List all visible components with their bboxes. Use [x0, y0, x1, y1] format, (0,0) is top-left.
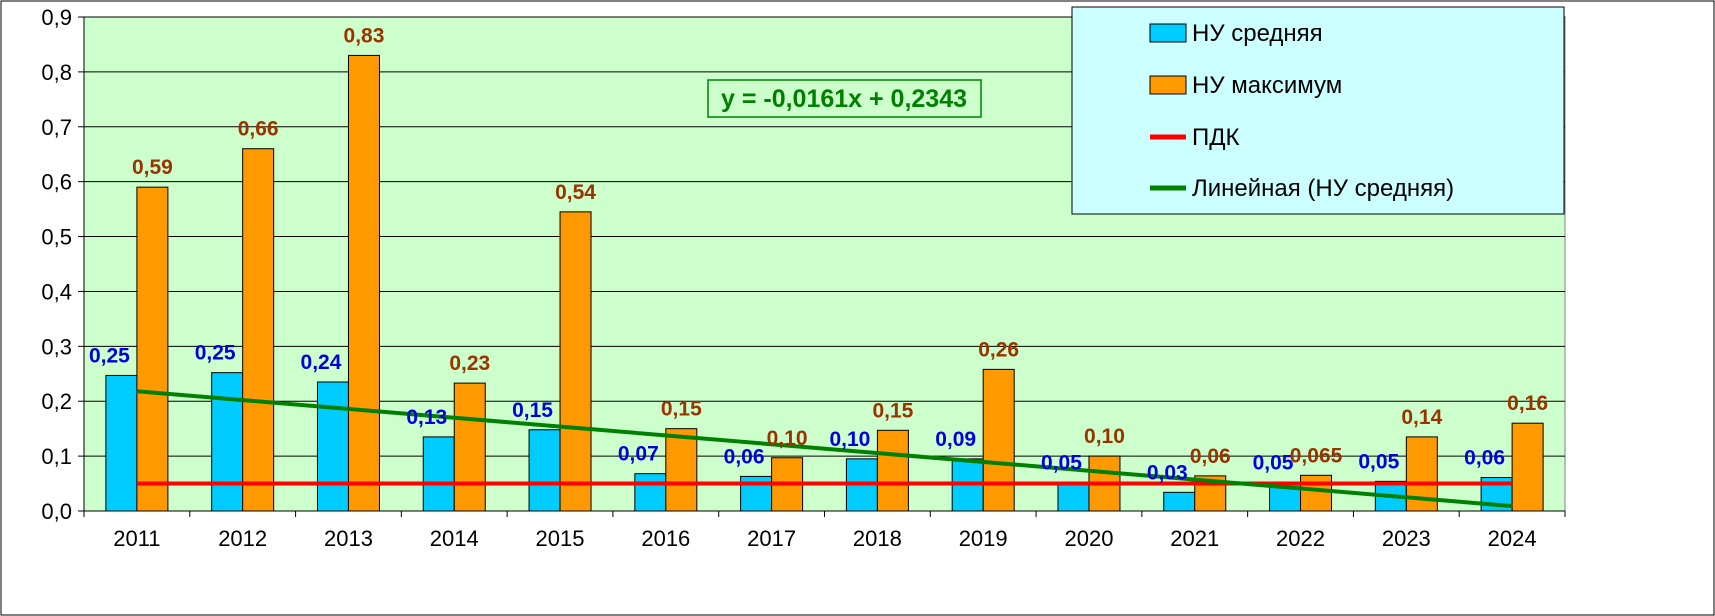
bar-avg: [105, 374, 138, 512]
bar-avg: [316, 381, 349, 512]
data-label-avg: 0,25: [195, 342, 236, 365]
data-label-avg: 0,25: [89, 344, 130, 367]
data-label-max: 0,54: [555, 181, 596, 204]
bar-avg: [1163, 491, 1196, 512]
trendline-equation-box: y = -0,0161x + 0,2343: [707, 79, 982, 118]
data-label-max: 0,66: [238, 118, 279, 141]
data-label-avg: 0,05: [1358, 450, 1399, 473]
lines: [136, 389, 1513, 509]
data-label-avg: 0,13: [406, 406, 447, 429]
legend-swatch: [1149, 75, 1187, 95]
bar-max: [1300, 474, 1333, 512]
data-label-max: 0,23: [449, 352, 490, 375]
data-label-avg: 0,05: [1041, 451, 1082, 474]
trendline-equation: y = -0,0161x + 0,2343: [721, 85, 967, 113]
data-label-max: 0,14: [1401, 406, 1442, 429]
y-axis-tick-labels: 0,0 0,1 0,2 0,3 0,4 0,5 0,6 0,7 0,8 0,9: [41, 5, 72, 524]
bar-max: [347, 54, 380, 512]
bar-avg: [528, 429, 561, 512]
data-label-avg: 0,24: [301, 351, 342, 374]
data-label-avg: 0,03: [1147, 461, 1188, 484]
x-tick-label: 2022: [1276, 526, 1325, 551]
x-tick-label: 2012: [218, 526, 267, 551]
data-label-max: 0,065: [1290, 444, 1343, 467]
legend-label: НУ максимум: [1192, 72, 1342, 99]
data-label-max: 0,16: [1507, 392, 1548, 415]
data-label-avg: 0,09: [935, 428, 976, 451]
x-tick-label: 2024: [1488, 526, 1537, 551]
legend-label: ПДК: [1192, 124, 1240, 151]
legend-label: НУ средняя: [1192, 20, 1323, 47]
bar-max: [242, 148, 275, 512]
bar-max: [136, 186, 169, 512]
data-label-max: 0,59: [132, 156, 173, 179]
legend-label: Линейная (НУ средняя): [1192, 175, 1454, 202]
y-tick-label: 0,4: [41, 279, 72, 304]
x-tick-label: 2017: [747, 526, 796, 551]
y-tick-label: 0,2: [41, 389, 72, 414]
y-tick-label: 0,0: [41, 499, 72, 524]
x-axis-tick-labels: 2011 2012 2013 2014 2015 2016 2017 2018 2019 2020…: [113, 526, 1536, 551]
y-tick-label: 0,3: [41, 334, 72, 359]
y-tick-label: 0,6: [41, 170, 72, 195]
data-label-max: 0,83: [344, 24, 385, 47]
x-tick-label: 2019: [959, 526, 1008, 551]
legend: НУ средняя НУ максимум ПДК Линейная (НУ сре…: [1071, 6, 1565, 215]
data-label-max: 0,10: [767, 427, 808, 450]
bar-max: [982, 368, 1015, 512]
x-tick-label: 2016: [641, 526, 690, 551]
data-label-max: 0,15: [872, 399, 913, 422]
y-tick-label: 0,9: [41, 5, 72, 30]
bar-max: [453, 382, 486, 512]
bar-avg: [634, 473, 667, 512]
data-labels: 0,25 0,59 0,25 0,66 0,24 0,83 0,13 0,23 0,15 0,54…: [89, 24, 1548, 484]
x-tick-label: 2020: [1064, 526, 1113, 551]
equation-frame: [707, 79, 982, 118]
y-tick-label: 0,8: [41, 60, 72, 85]
bar-max: [876, 429, 909, 512]
data-label-avg: 0,06: [724, 445, 765, 468]
data-label-avg: 0,05: [1253, 451, 1294, 474]
x-tick-label: 2018: [853, 526, 902, 551]
x-tick-label: 2023: [1382, 526, 1431, 551]
bar-max: [1511, 422, 1544, 512]
y-tick-label: 0,1: [41, 444, 72, 469]
x-tick-label: 2021: [1170, 526, 1219, 551]
bar-avg: [211, 372, 244, 512]
legend-swatch: [1149, 23, 1187, 43]
trendline: [136, 389, 1513, 509]
bar-avg: [1057, 481, 1090, 512]
bar-avg: [422, 436, 455, 512]
data-label-max: 0,15: [661, 398, 702, 421]
data-label-max: 0,06: [1190, 445, 1231, 468]
x-tick-label: 2014: [430, 526, 479, 551]
y-tick-label: 0,7: [41, 115, 72, 140]
axes: [78, 16, 1566, 517]
x-tick-label: 2015: [536, 526, 585, 551]
x-tick-label: 2013: [324, 526, 373, 551]
data-label-avg: 0,10: [829, 428, 870, 451]
data-label-max: 0,10: [1084, 425, 1125, 448]
data-label-max: 0,26: [978, 338, 1019, 361]
bar-max: [559, 211, 592, 512]
y-tick-label: 0,5: [41, 225, 72, 250]
data-label-avg: 0,06: [1464, 447, 1505, 470]
bar-max: [665, 428, 698, 512]
data-label-avg: 0,07: [618, 443, 659, 466]
x-tick-label: 2011: [113, 526, 160, 551]
data-label-avg: 0,15: [512, 399, 553, 422]
